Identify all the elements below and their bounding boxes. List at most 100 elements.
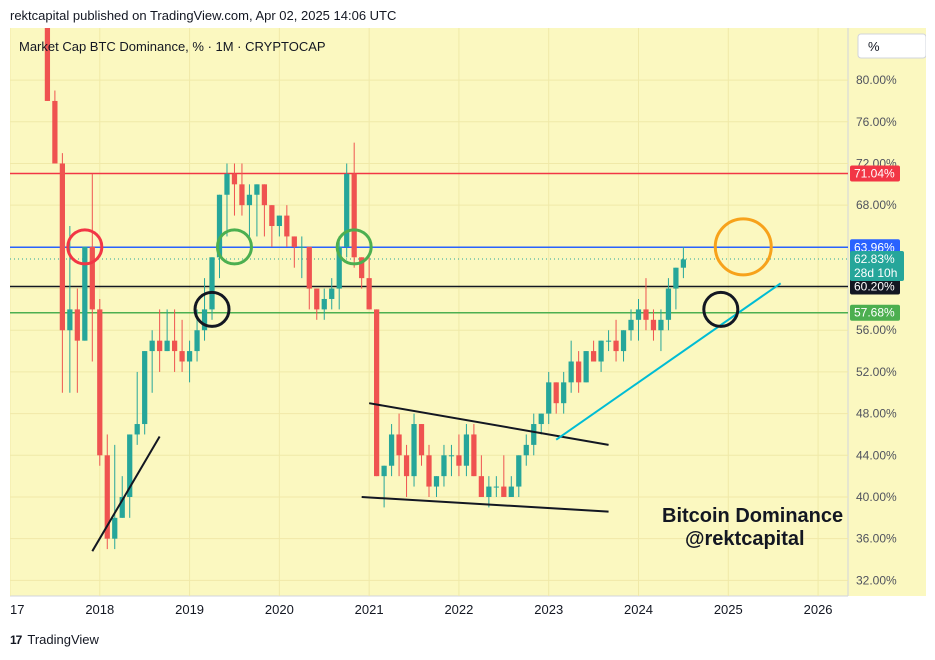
last-price-label: 62.83% <box>854 252 895 266</box>
orange-circle-marker <box>713 217 773 277</box>
y-tick-label: 56.00% <box>856 323 897 337</box>
y-tick-label: 52.00% <box>856 365 897 379</box>
candle-body <box>231 173 238 185</box>
y-tick-label: 80.00% <box>856 73 897 87</box>
x-tick-label: 2017 <box>10 602 24 617</box>
y-tick-label: 76.00% <box>856 115 897 129</box>
candle-body <box>546 382 552 414</box>
candle-body <box>119 496 125 518</box>
candle-body <box>171 340 178 352</box>
black-circle-marker <box>193 290 231 328</box>
chart-panel[interactable]: 32.00% 36.00% 40.00% 44.00% 48.00% 52.00% 56.0… <box>0 0 927 625</box>
candle-body <box>209 257 215 310</box>
candle-body <box>284 215 290 237</box>
candle-body <box>456 455 462 466</box>
candle-body <box>246 194 253 206</box>
candle-body <box>590 351 597 362</box>
y-tick-label: 40.00% <box>856 490 897 504</box>
candle-body <box>276 215 282 227</box>
candle-body <box>486 486 492 497</box>
candle-body <box>478 476 484 497</box>
x-tick-label: 2025 <box>714 602 743 617</box>
candle-body <box>314 288 320 310</box>
x-tick-label: 2020 <box>265 602 294 617</box>
x-tick-label: 2019 <box>175 602 204 617</box>
candle-body <box>673 267 679 289</box>
candle-body <box>149 340 155 352</box>
candle-body <box>306 246 312 289</box>
candle-body <box>97 309 103 456</box>
candle-body <box>194 330 200 352</box>
candle-body <box>366 278 372 310</box>
candle-body <box>576 361 582 383</box>
candle-body <box>344 173 350 247</box>
candle-body <box>561 382 567 404</box>
candle-body <box>620 330 627 352</box>
candle-body <box>67 309 73 331</box>
scale-mode-label: % <box>868 39 880 54</box>
wedge-upper-trendline <box>368 402 609 446</box>
candle-body <box>598 340 604 362</box>
candle-body <box>381 465 387 477</box>
scale-mode-button[interactable]: % <box>857 33 927 59</box>
footer-brand: TradingView <box>27 632 99 647</box>
x-tick-label: 2026 <box>804 602 833 617</box>
level-price-label: 57.68% <box>854 306 895 320</box>
candle-body <box>426 455 432 487</box>
level-price-label: 63.96% <box>854 240 895 254</box>
y-tick-label: 32.00% <box>856 573 897 587</box>
candle-body <box>142 351 148 425</box>
candle-body <box>418 424 425 456</box>
candle-body <box>224 173 230 195</box>
candle-body <box>134 424 140 435</box>
candle-body <box>396 434 402 456</box>
x-tick-label: 2023 <box>534 602 563 617</box>
candle-body <box>658 319 664 331</box>
candle-body <box>179 351 185 362</box>
bar-countdown-label: 28d 10h <box>854 266 897 280</box>
candle-body <box>433 476 440 487</box>
candle-body <box>374 309 380 477</box>
candle-body <box>605 340 612 342</box>
candle-body <box>82 246 88 341</box>
candle-body <box>216 194 223 258</box>
level-price-label: 60.20% <box>854 279 895 293</box>
candle-body <box>164 340 170 352</box>
candle-body <box>531 424 537 445</box>
candle-body <box>403 455 410 477</box>
price-chart[interactable]: 32.00% 36.00% 40.00% 44.00% 48.00% 52.00% 56.0… <box>0 0 927 625</box>
candle-body <box>261 184 268 206</box>
candle-body <box>336 246 342 289</box>
candle-body <box>388 434 395 466</box>
candle-body <box>321 298 327 310</box>
candle-body <box>508 486 514 497</box>
candle-body <box>613 340 619 352</box>
support-trendline-2018 <box>91 436 161 552</box>
tradingview-logo-icon: 17 <box>10 632 22 647</box>
green-circle-marker <box>335 228 373 266</box>
level-price-label: 71.04% <box>854 166 895 180</box>
candle-body <box>351 173 357 258</box>
chart-title: Market Cap BTC Dominance, % · 1M · CRYPT… <box>19 39 326 54</box>
candle-body <box>448 455 455 457</box>
x-tick-label: 2021 <box>355 602 384 617</box>
candle-body <box>291 236 297 247</box>
chart-annotation: Bitcoin Dominance @rektcapital <box>662 505 843 550</box>
y-tick-label: 36.00% <box>856 532 897 546</box>
y-tick-label: 44.00% <box>856 448 897 462</box>
candle-body <box>635 309 642 320</box>
candle-body <box>104 455 110 539</box>
candle-body <box>583 351 589 383</box>
publish-info: rektcapital published on TradingView.com… <box>10 8 397 23</box>
candle-body <box>329 288 335 299</box>
y-tick-label: 68.00% <box>856 198 897 212</box>
candle-body <box>643 309 649 320</box>
candle-body <box>112 517 118 539</box>
black-circle-marker <box>702 290 740 328</box>
candle-body <box>299 246 305 248</box>
candle-body <box>463 434 470 466</box>
candle-body <box>553 382 559 404</box>
x-tick-label: 2024 <box>624 602 653 617</box>
annotation-line2: @rektcapital <box>685 528 805 550</box>
candle-body <box>493 486 499 488</box>
